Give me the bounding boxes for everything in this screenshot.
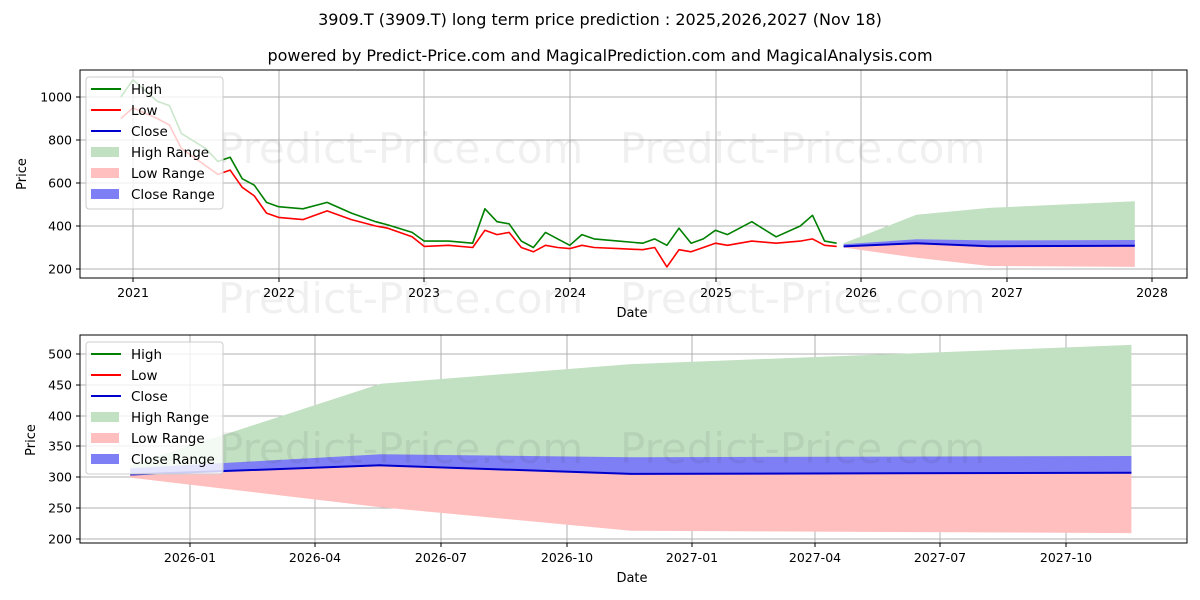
bottom-prediction-chart: Predict-Price.com Predict-Price.com 500 45… xyxy=(24,335,1187,586)
x-tick-label: 2026 xyxy=(845,285,877,300)
y-tick-label: 800 xyxy=(48,133,72,148)
watermark-text: Predict-Price.com xyxy=(620,124,985,173)
legend-label-high-range: High Range xyxy=(131,145,209,161)
legend-label-high-range: High Range xyxy=(131,410,209,426)
x-tick-label: 2026-04 xyxy=(289,550,341,565)
watermark-text: Predict-Price.com xyxy=(218,424,583,473)
x-tick-label: 2027-10 xyxy=(1040,550,1092,565)
legend-swatch-close-range xyxy=(91,454,119,464)
legend-label-close-range: Close Range xyxy=(131,452,215,468)
bottom-legend: High Low Close High Range Low Range Close Ran… xyxy=(86,342,223,474)
legend-swatch-low-range xyxy=(91,168,119,178)
top-legend: High Low Close High Range Low Range Close Ran… xyxy=(86,77,223,209)
legend-swatch-high-range xyxy=(91,147,119,157)
x-tick-label: 2026-07 xyxy=(415,550,467,565)
y-tick-label: 200 xyxy=(48,262,72,277)
x-tick-label: 2028 xyxy=(1136,285,1168,300)
legend-label-low: Low xyxy=(131,368,158,384)
x-tick-label: 2023 xyxy=(408,285,440,300)
bottom-y-axis-label: Price xyxy=(24,424,39,456)
top-high-range-band xyxy=(844,201,1135,246)
watermark-text: Predict-Price.com xyxy=(620,274,985,323)
legend-label-high: High xyxy=(131,347,162,363)
top-y-axis-label: Price xyxy=(15,158,30,190)
x-tick-label: 2027-04 xyxy=(789,550,841,565)
watermark-text: Predict-Price.com xyxy=(620,424,985,473)
x-tick-label: 2024 xyxy=(554,285,586,300)
x-tick-label: 2022 xyxy=(263,285,295,300)
legend-label-close: Close xyxy=(131,124,168,140)
x-tick-label: 2026-01 xyxy=(164,550,216,565)
top-price-chart: Predict-Price.com Predict-Price.com Predic… xyxy=(15,70,1187,323)
y-tick-label: 600 xyxy=(48,176,72,191)
x-tick-label: 2026-10 xyxy=(541,550,593,565)
y-tick-label: 200 xyxy=(48,532,72,547)
legend-swatch-close-range xyxy=(91,189,119,199)
legend-label-high: High xyxy=(131,82,162,98)
legend-label-low: Low xyxy=(131,103,158,119)
legend-swatch-low-range xyxy=(91,433,119,443)
legend-label-low-range: Low Range xyxy=(131,166,205,182)
x-tick-label: 2027-07 xyxy=(914,550,966,565)
y-tick-label: 400 xyxy=(48,409,72,424)
watermark-text: Predict-Price.com xyxy=(218,124,583,173)
legend-swatch-high-range xyxy=(91,412,119,422)
charts-canvas: Predict-Price.comPredict-Price.comPredic… xyxy=(0,0,1200,600)
top-series xyxy=(121,80,1135,267)
x-tick-label: 2025 xyxy=(700,285,732,300)
x-tick-label: 2027 xyxy=(991,285,1023,300)
y-tick-label: 300 xyxy=(48,470,72,485)
x-tick-label: 2021 xyxy=(117,285,149,300)
y-tick-label: 250 xyxy=(48,501,72,516)
y-tick-label: 400 xyxy=(48,219,72,234)
bottom-x-axis-label: Date xyxy=(616,571,647,586)
legend-label-close: Close xyxy=(131,389,168,405)
y-tick-label: 450 xyxy=(48,378,72,393)
x-tick-label: 2027-01 xyxy=(666,550,718,565)
y-tick-label: 500 xyxy=(48,347,72,362)
bottom-low-range-band xyxy=(130,465,1131,533)
legend-label-close-range: Close Range xyxy=(131,187,215,203)
y-tick-label: 350 xyxy=(48,439,72,454)
legend-label-low-range: Low Range xyxy=(131,431,205,447)
y-tick-label: 1000 xyxy=(40,90,72,105)
top-x-axis-label: Date xyxy=(616,306,647,321)
